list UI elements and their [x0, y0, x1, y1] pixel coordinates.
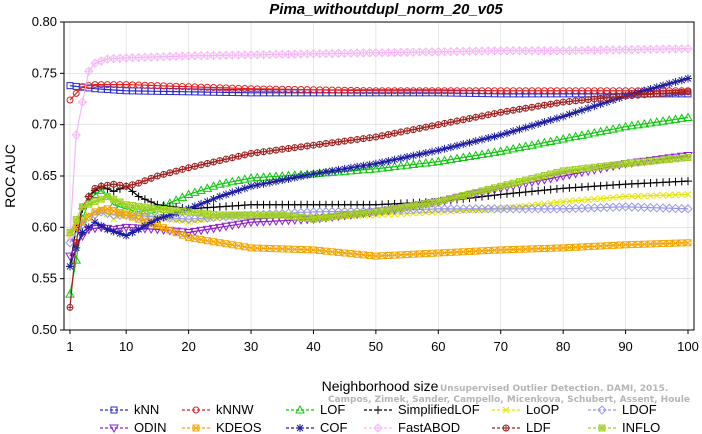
x-tick-label: 100 — [677, 339, 699, 354]
legend-item-kdeos: KDEOS — [182, 420, 262, 434]
y-tick-label: 0.55 — [32, 271, 57, 286]
legend-label: LDF — [526, 420, 551, 434]
legend-item-knnw: kNNW — [182, 402, 254, 417]
x-tick-label: 60 — [431, 339, 445, 354]
legend-item-ldof: LDOF — [588, 402, 657, 417]
x-tick-label: 30 — [244, 339, 258, 354]
x-axis-label: Neighborhood size — [322, 378, 439, 394]
series-fastabod — [65, 43, 693, 241]
legend-item-simplifiedlof: SimplifiedLOF — [364, 402, 480, 417]
x-tick-label: 80 — [556, 339, 570, 354]
y-tick-label: 0.60 — [32, 219, 57, 234]
x-tick-label: 20 — [181, 339, 195, 354]
legend-item-knn: kNN — [100, 402, 159, 417]
legend-label: LoOP — [526, 402, 559, 417]
legend-item-lof: LOF — [286, 402, 345, 417]
legend-label: INFLO — [622, 420, 660, 434]
legend-item-loop: LoOP — [492, 402, 559, 417]
series-kdeos — [66, 205, 692, 260]
legend-item-cof: COF — [286, 420, 348, 434]
x-tick-label: 40 — [306, 339, 320, 354]
series-markers-cof — [66, 74, 692, 271]
y-tick-label: 0.75 — [32, 65, 57, 80]
chart-title: Pima_withoutdupl_norm_20_v05 — [269, 1, 503, 18]
series-cof — [66, 74, 692, 271]
series-markers-fastabod — [65, 43, 693, 241]
y-tick-label: 0.80 — [32, 14, 57, 29]
y-tick-label: 0.65 — [32, 168, 57, 183]
watermark-line-1: Unsupervised Outlier Detection. DAMI, 20… — [440, 384, 668, 394]
x-tick-label: 70 — [493, 339, 507, 354]
legend-label: KDEOS — [216, 420, 262, 434]
legend-item-ldf: LDF — [492, 420, 551, 434]
legend-label: FastABOD — [398, 420, 460, 434]
y-axis-label: ROC AUC — [2, 144, 18, 208]
x-tick-label: 50 — [369, 339, 383, 354]
y-tick-label: 0.50 — [32, 322, 57, 337]
series-inflo — [66, 154, 692, 236]
axis-ticks: 0.50 0.55 0.60 0.65 0.70 0.75 0.80 1 10 20 30 40 50 6… — [32, 14, 699, 354]
legend-label: kNNW — [216, 402, 254, 417]
legend-item-odin: ODIN — [100, 420, 167, 434]
grid — [64, 21, 694, 331]
series-markers-ldf — [66, 88, 692, 311]
legend-label: LOF — [320, 402, 345, 417]
series-ldf — [66, 88, 692, 311]
x-tick-label: 90 — [618, 339, 632, 354]
legend-label: ODIN — [134, 420, 167, 434]
series-markers-inflo — [66, 154, 692, 236]
legend-label: kNN — [134, 402, 159, 417]
series-markers-kdeos — [66, 205, 692, 260]
x-tick-label: 10 — [119, 339, 133, 354]
x-tick-label: 1 — [66, 339, 73, 354]
legend-label: SimplifiedLOF — [398, 402, 480, 417]
legend-label: COF — [320, 420, 348, 434]
legend-item-fastabod: FastABOD — [364, 420, 460, 434]
series-line-fastabod — [69, 48, 689, 236]
y-tick-label: 0.70 — [32, 117, 57, 132]
watermark-line-2: Campos, Zimek, Sander, Campello, Micenko… — [328, 395, 690, 405]
series-group — [65, 43, 693, 311]
legend: kNN kNNW LOF SimplifiedLOF LoOP LDOF ODIN KDEOS… — [100, 402, 660, 434]
legend-label: LDOF — [622, 402, 657, 417]
legend-item-inflo: INFLO — [588, 420, 660, 434]
